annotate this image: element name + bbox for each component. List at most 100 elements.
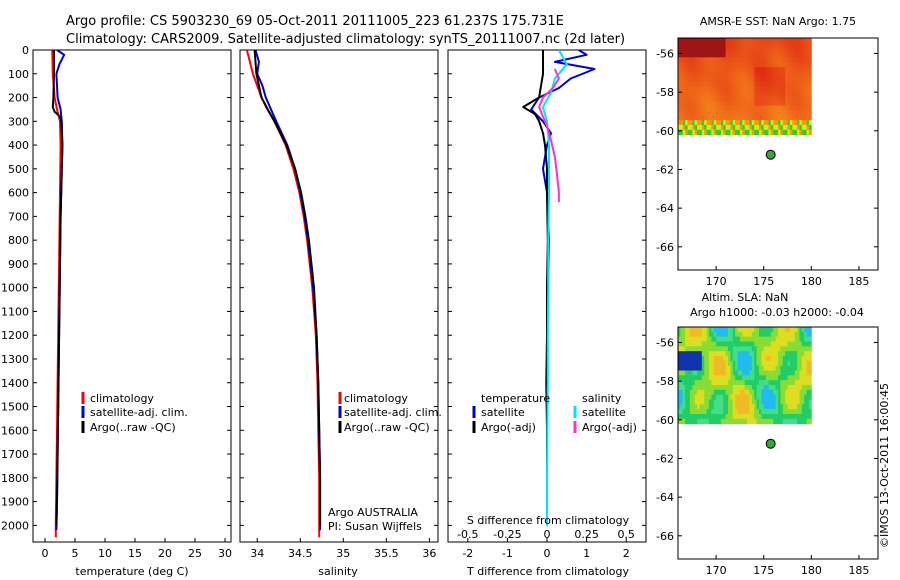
field-cell [799, 341, 803, 347]
field-cell [758, 346, 762, 352]
field-cell [718, 404, 722, 410]
field-cell [751, 105, 755, 111]
field-cell [744, 414, 748, 420]
field-cell [749, 62, 753, 68]
field-cell [680, 57, 684, 63]
field-cell [701, 67, 705, 73]
field-cell [806, 380, 810, 386]
field-cell [747, 418, 750, 425]
field-cell [766, 57, 769, 63]
field-cell [711, 96, 715, 102]
field-cell [792, 327, 796, 333]
depth-tick-label: 400 [8, 139, 29, 152]
field-cell [804, 71, 807, 78]
field-cell [723, 91, 727, 97]
field-cell [720, 71, 724, 78]
field-cell [804, 57, 807, 63]
field-cell [761, 389, 765, 396]
field-cell [758, 62, 762, 68]
field-cell [716, 62, 719, 68]
field-cell [780, 120, 784, 126]
field-cell [713, 129, 717, 136]
field-cell [685, 409, 688, 415]
field-cell [794, 356, 798, 362]
field-cell [808, 356, 812, 362]
field-cell [763, 399, 767, 405]
field-cell [773, 129, 777, 136]
x-tick-label: 34 [250, 547, 264, 560]
field-cell [708, 356, 712, 362]
field-cell [744, 76, 748, 82]
field-cell [763, 125, 767, 131]
field-cell [787, 105, 791, 111]
field-cell [720, 105, 724, 111]
field-cell [766, 91, 769, 97]
field-cell [685, 129, 688, 136]
field-cell [808, 389, 812, 396]
field-cell [744, 360, 748, 367]
field-cell [735, 360, 738, 367]
field-cell [766, 365, 769, 371]
field-cell [728, 331, 731, 338]
field-cell [747, 360, 750, 367]
field-cell [789, 38, 793, 44]
field-cell [723, 52, 727, 58]
field-cell [682, 380, 686, 386]
field-cell [756, 105, 760, 111]
field-cell [766, 67, 769, 73]
field-cell [806, 360, 810, 367]
field-cell [687, 365, 691, 371]
field-cell [758, 76, 762, 82]
field-cell [782, 91, 786, 97]
field-cell [728, 67, 731, 73]
field-cell [782, 399, 786, 405]
field-cell [792, 399, 796, 405]
field-cell [725, 100, 729, 107]
field-cell [756, 380, 760, 386]
field-cell [780, 389, 784, 396]
field-cell [806, 105, 810, 111]
field-cell [806, 129, 810, 136]
field-cell [766, 125, 769, 131]
field-cell [739, 389, 743, 396]
field-cell [801, 346, 805, 352]
field-cell [704, 86, 707, 92]
field-cell [797, 389, 800, 396]
field-cell [720, 331, 724, 338]
field-cell [711, 375, 715, 381]
field-cell [782, 47, 786, 53]
field-cell [763, 110, 767, 116]
field-cell [713, 47, 717, 53]
field-cell [697, 336, 700, 342]
temperature-x-label: temperature (deg C) [75, 565, 188, 578]
field-cell [749, 76, 753, 82]
field-cell [742, 110, 746, 116]
field-cell [701, 336, 705, 342]
field-cell [763, 389, 767, 396]
field-cell [749, 360, 753, 367]
field-cell [773, 110, 777, 116]
field-cell [701, 110, 705, 116]
field-cell [723, 38, 727, 44]
field-cell [756, 129, 760, 136]
field-cell [754, 105, 757, 111]
field-cell [797, 327, 800, 333]
field-cell [706, 346, 710, 352]
field-cell [775, 409, 779, 415]
field-cell [730, 71, 734, 78]
field-cell [682, 404, 686, 410]
field-cell [766, 375, 769, 381]
field-cell [761, 356, 765, 362]
series-line-argo-adj- [538, 68, 560, 203]
field-cell [801, 327, 805, 333]
field-cell [751, 356, 755, 362]
field-cell [761, 105, 765, 111]
field-cell [770, 336, 774, 342]
field-cell [787, 47, 791, 53]
field-cell [706, 120, 710, 126]
field-cell [730, 67, 734, 73]
field-cell [699, 365, 703, 371]
field-cell [780, 370, 784, 376]
field-cell [723, 62, 727, 68]
field-cell [806, 370, 810, 376]
